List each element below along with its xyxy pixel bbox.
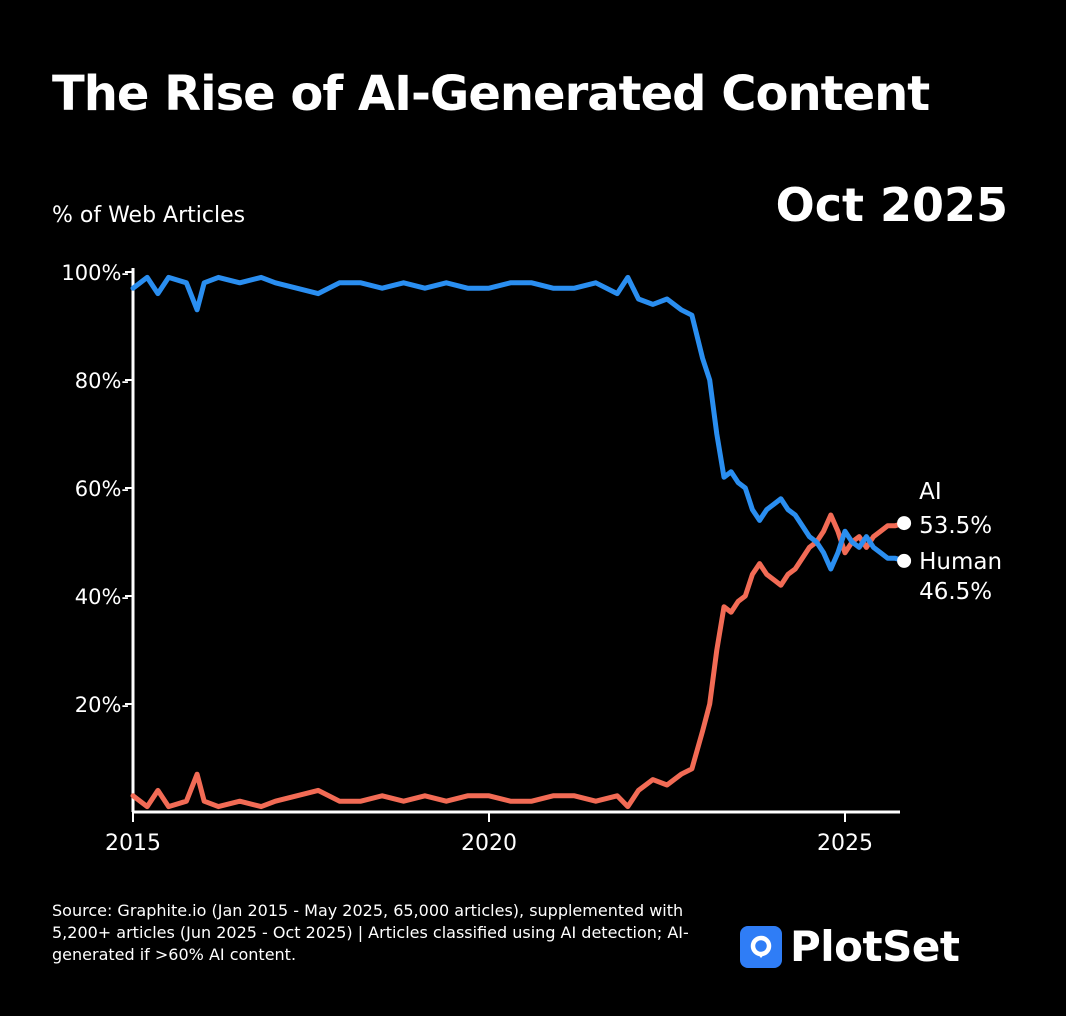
y-tick-label: 80%- bbox=[75, 369, 129, 393]
plotset-logo-icon bbox=[740, 925, 782, 968]
period-label: Oct 2025 bbox=[775, 178, 1008, 232]
y-axis-label: % of Web Articles bbox=[52, 203, 246, 228]
end-point-human bbox=[897, 553, 912, 568]
brand-name: PlotSet bbox=[790, 922, 960, 971]
y-tick-label: 60%- bbox=[75, 477, 129, 501]
y-tick-label: 20%- bbox=[75, 693, 129, 717]
x-tick-label: 2025 bbox=[817, 831, 873, 856]
y-tick-label: 100%- bbox=[61, 261, 129, 285]
series-end-value-human: 46.5% bbox=[919, 579, 992, 605]
source-note: Source: Graphite.io (Jan 2015 - May 2025… bbox=[52, 901, 689, 964]
series-name-ai: AI bbox=[919, 479, 942, 505]
y-tick-label: 40%- bbox=[75, 585, 129, 609]
brand-logo: PlotSet bbox=[740, 922, 960, 971]
x-tick-label: 2015 bbox=[105, 831, 161, 856]
chart-title: The Rise of AI-Generated Content bbox=[52, 66, 930, 122]
end-point-ai bbox=[897, 516, 912, 531]
series-name-human: Human bbox=[919, 549, 1002, 575]
x-tick-label: 2020 bbox=[461, 831, 517, 856]
series-line-ai bbox=[130, 512, 907, 810]
series-line-human bbox=[130, 274, 907, 572]
series-end-value-ai: 53.5% bbox=[919, 513, 992, 539]
line-chart: 20%- 40%- 60%- 80%- 100%- 2015 2020 2025 AI 53.5%… bbox=[61, 261, 1002, 856]
